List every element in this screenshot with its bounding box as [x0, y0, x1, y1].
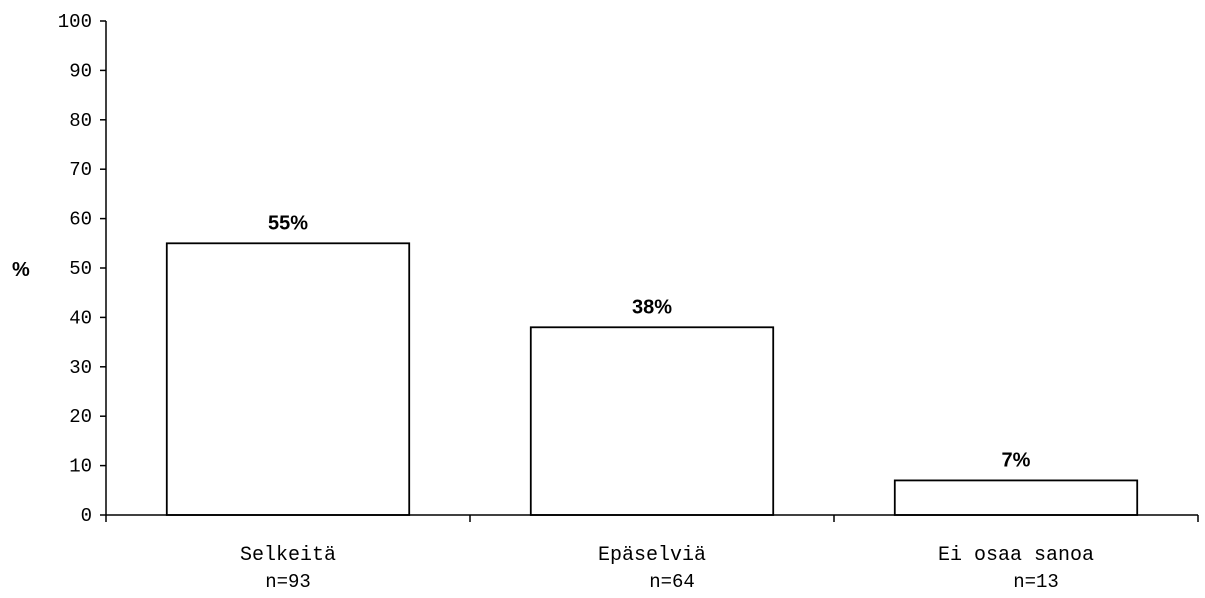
- y-tick-label: 60: [69, 209, 92, 231]
- y-tick-label: 30: [69, 357, 92, 379]
- y-tick-label: 90: [69, 60, 92, 82]
- y-tick-label: 10: [69, 456, 92, 478]
- bar: [529, 326, 775, 516]
- category-label: Ei osaa sanoa: [938, 544, 1094, 567]
- data-label: 7%: [1002, 449, 1031, 471]
- y-tick-label: 70: [69, 159, 92, 181]
- x-axis: Selkeitä n=93 Epäselviä n=64 Ei osaa sanoa n=…: [105, 514, 1199, 593]
- category-label: Epäselviä: [598, 544, 706, 567]
- y-tick-label: 80: [69, 110, 92, 132]
- sample-size-label: n=93: [265, 571, 311, 593]
- sample-size-label: n=13: [1013, 571, 1059, 593]
- category-label: Selkeitä: [240, 544, 336, 567]
- y-tick-label: 100: [58, 11, 92, 33]
- sample-size-label: n=64: [649, 571, 695, 593]
- y-tick-label: 0: [81, 505, 92, 527]
- y-axis-label: %: [12, 259, 30, 281]
- bar: [893, 479, 1139, 516]
- y-tick-label: 20: [69, 406, 92, 428]
- y-axis-ticks: 0 10 20 30 40 50 60 70 80 90 100: [58, 11, 107, 527]
- data-label: 55%: [268, 212, 308, 234]
- bar: [165, 242, 411, 516]
- y-tick-label: 40: [69, 307, 92, 329]
- data-label: 38%: [632, 296, 672, 318]
- y-tick-label: 50: [69, 258, 92, 280]
- bars: 55% 38% 7%: [165, 212, 1139, 516]
